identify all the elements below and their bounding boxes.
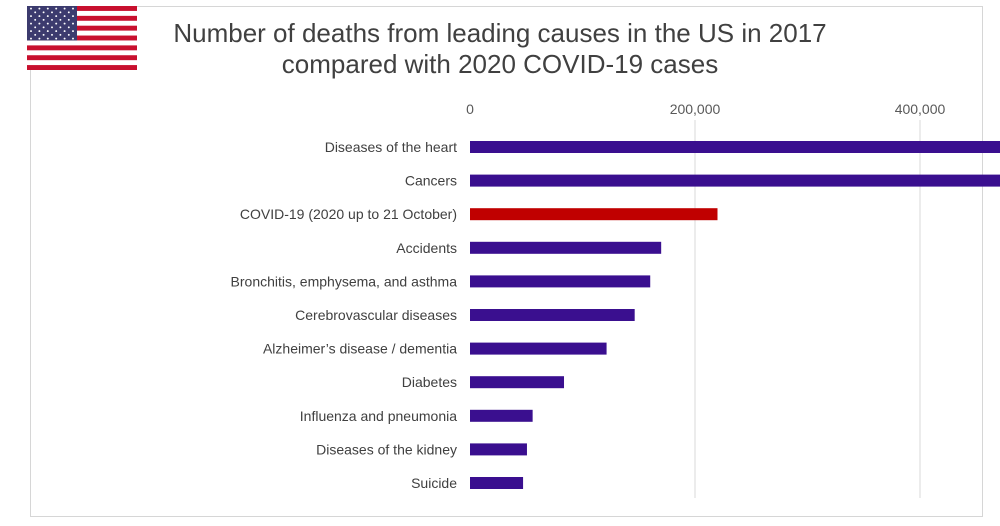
flag-star [63,15,66,18]
flag-star [38,30,41,33]
flag-star [55,7,58,10]
bar [470,174,1000,187]
category-label: Cerebrovascular diseases [295,307,457,323]
flag-stripe [27,45,137,51]
flag-star [59,33,62,36]
flag-star [51,33,53,36]
flag-star [46,15,49,18]
flag-star [30,7,32,10]
flag-star [55,30,58,33]
category-label: Suicide [411,475,457,491]
flag-star [63,7,66,10]
x-tick-label: 200,000 [670,101,721,117]
category-labels: Diseases of the heart Cancers COVID-19 (20… [231,139,458,491]
flag-star [59,26,62,29]
chart-frame [30,6,983,517]
flag-star [51,26,53,29]
bar [470,241,662,254]
flag-star [55,22,58,25]
category-label: Cancers [405,173,457,189]
flag-stripe [27,25,137,31]
flag-star [67,18,70,21]
us-flag-icon [27,6,137,70]
flag-star [42,11,45,14]
flag-star [72,22,74,25]
flag-star [63,30,66,33]
flag-stripe [27,6,137,11]
flag-star [38,22,41,25]
flag-star [67,26,70,29]
flag-star [34,33,37,36]
flag-stripe [27,65,137,70]
flag-star [34,26,37,29]
flag-star [72,30,74,33]
flag-star [46,7,49,10]
category-label: Accidents [396,240,457,256]
bar [470,342,607,355]
flag-star [46,22,49,25]
bar [470,141,1000,153]
flag-star [42,33,45,36]
flag-stripe [27,15,137,21]
flag-stripe [27,55,137,61]
flag-stripe [27,35,137,41]
flag-star [30,37,32,40]
flag-star [59,18,62,21]
flag-star [55,15,58,18]
flag-star [30,22,32,25]
bar [470,409,533,422]
flag-star [38,7,41,10]
flag-star [51,11,53,14]
flag-star [38,37,41,40]
category-label: Bronchitis, emphysema, and asthma [231,273,458,289]
bars [470,141,1000,489]
flag-star [42,26,45,29]
chart-title-line-2: compared with 2020 COVID-19 cases [281,49,719,79]
flag-star [51,18,53,21]
x-tick-label: 0 [466,101,474,117]
flag-star [34,11,37,14]
x-tick-label: 400,000 [895,101,946,117]
chart-title: Number of deaths from leading causes in … [140,18,860,80]
bar [470,275,651,288]
flag-star [38,15,41,18]
category-label: Influenza and pneumonia [300,408,457,424]
flag-star [46,37,49,40]
flag-star [72,7,74,10]
bar [470,477,524,489]
category-label: Alzheimer’s disease / dementia [263,341,457,357]
flag-star [30,15,32,18]
bar [470,309,635,321]
bar [470,443,527,456]
category-label: COVID-19 (2020 up to 21 October) [240,206,457,222]
category-label: Diseases of the heart [325,139,457,155]
flag-star [72,37,74,40]
bar [470,376,565,389]
bar [470,208,718,221]
flag-star [34,18,37,21]
category-label: Diabetes [402,374,457,390]
flag-star [59,11,62,14]
flag-star [30,30,32,33]
chart-title-line-1: Number of deaths from leading causes in … [173,18,827,48]
flag-star [63,37,66,40]
category-label: Diseases of the kidney [316,441,457,457]
flag-star [67,11,70,14]
flag-star [72,15,74,18]
flag-star [55,37,58,40]
flag-star [63,22,66,25]
flag-star [42,18,45,21]
flag-star [67,33,70,36]
flag-star [46,30,49,33]
